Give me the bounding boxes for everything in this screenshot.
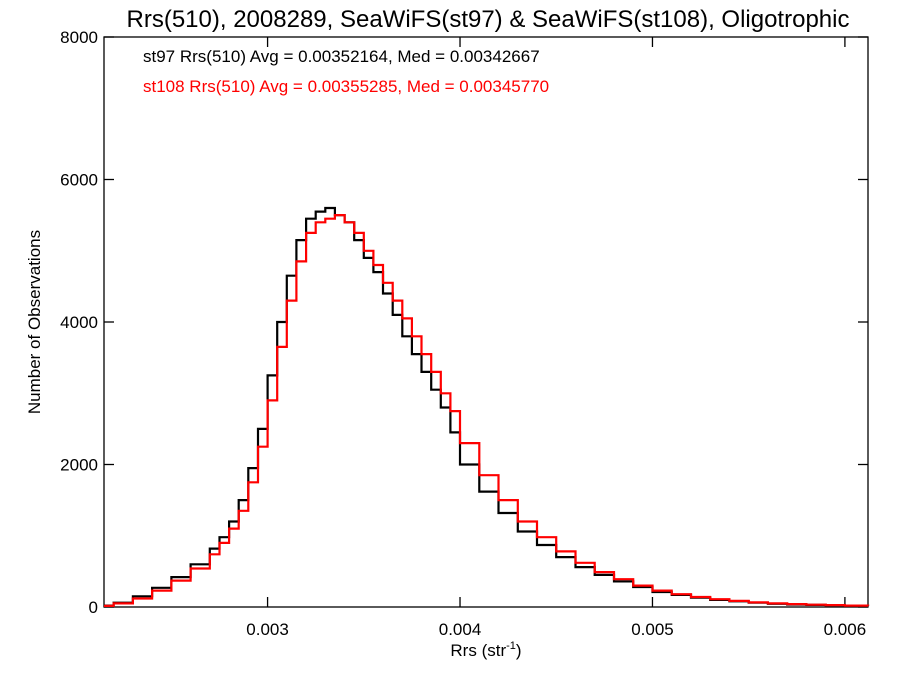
y-tick-label: 8000 (60, 28, 98, 47)
plot-frame (103, 36, 869, 608)
y-tick-label: 4000 (60, 313, 98, 332)
series-layer (104, 206, 870, 607)
y-tick-label: 6000 (60, 171, 98, 190)
y-axis: 0 2000 4000 6000 8000 (60, 28, 868, 617)
x-tick-label: 0.003 (246, 620, 289, 639)
y-tick-label: 0 (89, 598, 98, 617)
y-tick-label: 2000 (60, 456, 98, 475)
x-tick-label: 0.005 (631, 620, 674, 639)
x-axis: 0.003 0.004 0.005 0.006 (246, 37, 866, 639)
x-axis-label: Rrs (str-1) (450, 640, 521, 660)
x-axis-label-main: Rrs (str (450, 641, 506, 660)
x-axis-label-close: ) (516, 641, 522, 660)
x-axis-label-sup: -1 (506, 640, 516, 652)
annotation-st108: st108 Rrs(510) Avg = 0.00355285, Med = 0… (143, 77, 549, 96)
y-axis-label: Number of Observations (25, 230, 44, 414)
histogram-st108-line (104, 214, 870, 607)
chart-title: Rrs(510), 2008289, SeaWiFS(st97) & SeaWi… (127, 6, 850, 33)
x-tick-label: 0.006 (824, 620, 867, 639)
x-tick-label: 0.004 (439, 620, 482, 639)
annotation-st97: st97 Rrs(510) Avg = 0.00352164, Med = 0.… (143, 47, 540, 66)
